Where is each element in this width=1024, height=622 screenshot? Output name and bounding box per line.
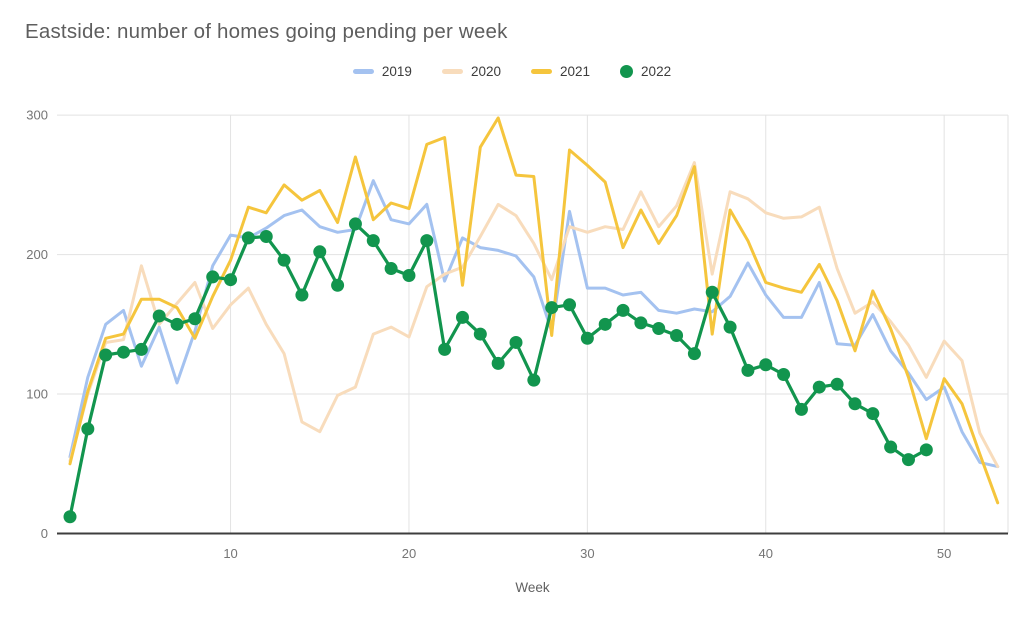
series-2022-point — [402, 269, 416, 283]
x-tick-label: 30 — [580, 546, 594, 561]
series-2022-point — [366, 234, 380, 248]
series-2022-point — [527, 373, 541, 387]
series-2022-point — [206, 270, 220, 284]
series-2022-point — [170, 317, 184, 331]
series-2022-point — [616, 303, 630, 317]
legend-swatch-2020 — [441, 68, 463, 74]
legend-label: 2020 — [470, 63, 501, 79]
series-2022-point — [331, 278, 345, 292]
series-2022-point — [866, 407, 880, 421]
series-2022-point — [848, 397, 862, 411]
legend-item-2020[interactable]: 2020 — [441, 63, 501, 79]
legend-item-2021[interactable]: 2021 — [531, 64, 590, 79]
y-tick-label: 0 — [41, 526, 48, 541]
series-2022-point — [63, 510, 77, 524]
legend-item-2022[interactable]: 2022 — [620, 64, 671, 79]
series-2022-point — [473, 327, 487, 341]
series-2022-point — [545, 301, 559, 315]
legend-swatch-2019 — [352, 68, 374, 74]
series-2022-point — [759, 358, 773, 372]
x-tick-label: 40 — [759, 546, 773, 561]
y-tick-label: 100 — [26, 387, 48, 402]
series-2022-line — [68, 222, 928, 519]
series-2022-point — [277, 253, 291, 267]
chart-title: Eastside: number of homes going pending … — [25, 20, 508, 43]
series-2022-point — [295, 288, 309, 302]
series-2022-point — [117, 345, 131, 359]
series-2022-point — [313, 245, 327, 259]
series-2022-point — [259, 229, 273, 243]
x-tick-label: 50 — [937, 546, 951, 561]
series-2022-point — [224, 273, 238, 287]
series-2022-point — [812, 380, 826, 394]
series-2022-point — [81, 422, 95, 436]
series-2019-line — [68, 179, 1000, 469]
series-2022-point — [598, 317, 612, 331]
series-2020-line — [68, 161, 1000, 469]
series-2022-point — [188, 312, 202, 326]
chart-legend: 2019 2020 2021 2022 — [0, 60, 1024, 82]
series-2022-point — [509, 335, 523, 349]
series-2022-point — [652, 322, 666, 336]
x-tick-label: 10 — [223, 546, 237, 561]
legend-label: 2021 — [560, 63, 591, 79]
y-tick-label: 200 — [26, 247, 48, 262]
legend-label: 2022 — [641, 63, 672, 79]
series-2022-point — [723, 320, 737, 334]
legend-swatch-2021 — [531, 68, 552, 74]
series-2022-point — [134, 342, 148, 356]
series-2022-point — [687, 347, 701, 361]
legend-swatch-2022 — [620, 64, 634, 78]
x-tick-label: 20 — [402, 546, 416, 561]
series-2022-point — [384, 262, 398, 276]
series-2022-point — [241, 231, 255, 245]
legend-item-2019[interactable]: 2019 — [352, 63, 412, 79]
series-2022-point — [901, 453, 915, 467]
series-2022-point — [420, 234, 434, 248]
series-2022-point — [670, 328, 684, 342]
series-2022-point — [830, 377, 844, 391]
series-2022-point — [794, 402, 808, 416]
series-2022-point — [491, 356, 505, 370]
series-2021-line — [68, 116, 1000, 505]
series-2022-point — [777, 368, 791, 382]
series-2022-point — [438, 342, 452, 356]
series-2022-point — [99, 348, 113, 362]
y-tick-label: 300 — [26, 108, 48, 123]
series-2022-point — [919, 443, 933, 457]
series-2022-point — [152, 309, 166, 323]
series-2022-point — [705, 285, 719, 299]
series-2022-point — [884, 440, 898, 454]
series-2022-point — [563, 298, 577, 312]
series-2022-point — [634, 316, 648, 330]
series-2022-point — [741, 363, 755, 377]
x-axis-title: Week — [515, 580, 550, 595]
series-2022-point — [348, 217, 362, 231]
series-2022-point — [455, 310, 469, 324]
legend-label: 2019 — [381, 63, 412, 79]
series-2022-point — [580, 331, 594, 345]
